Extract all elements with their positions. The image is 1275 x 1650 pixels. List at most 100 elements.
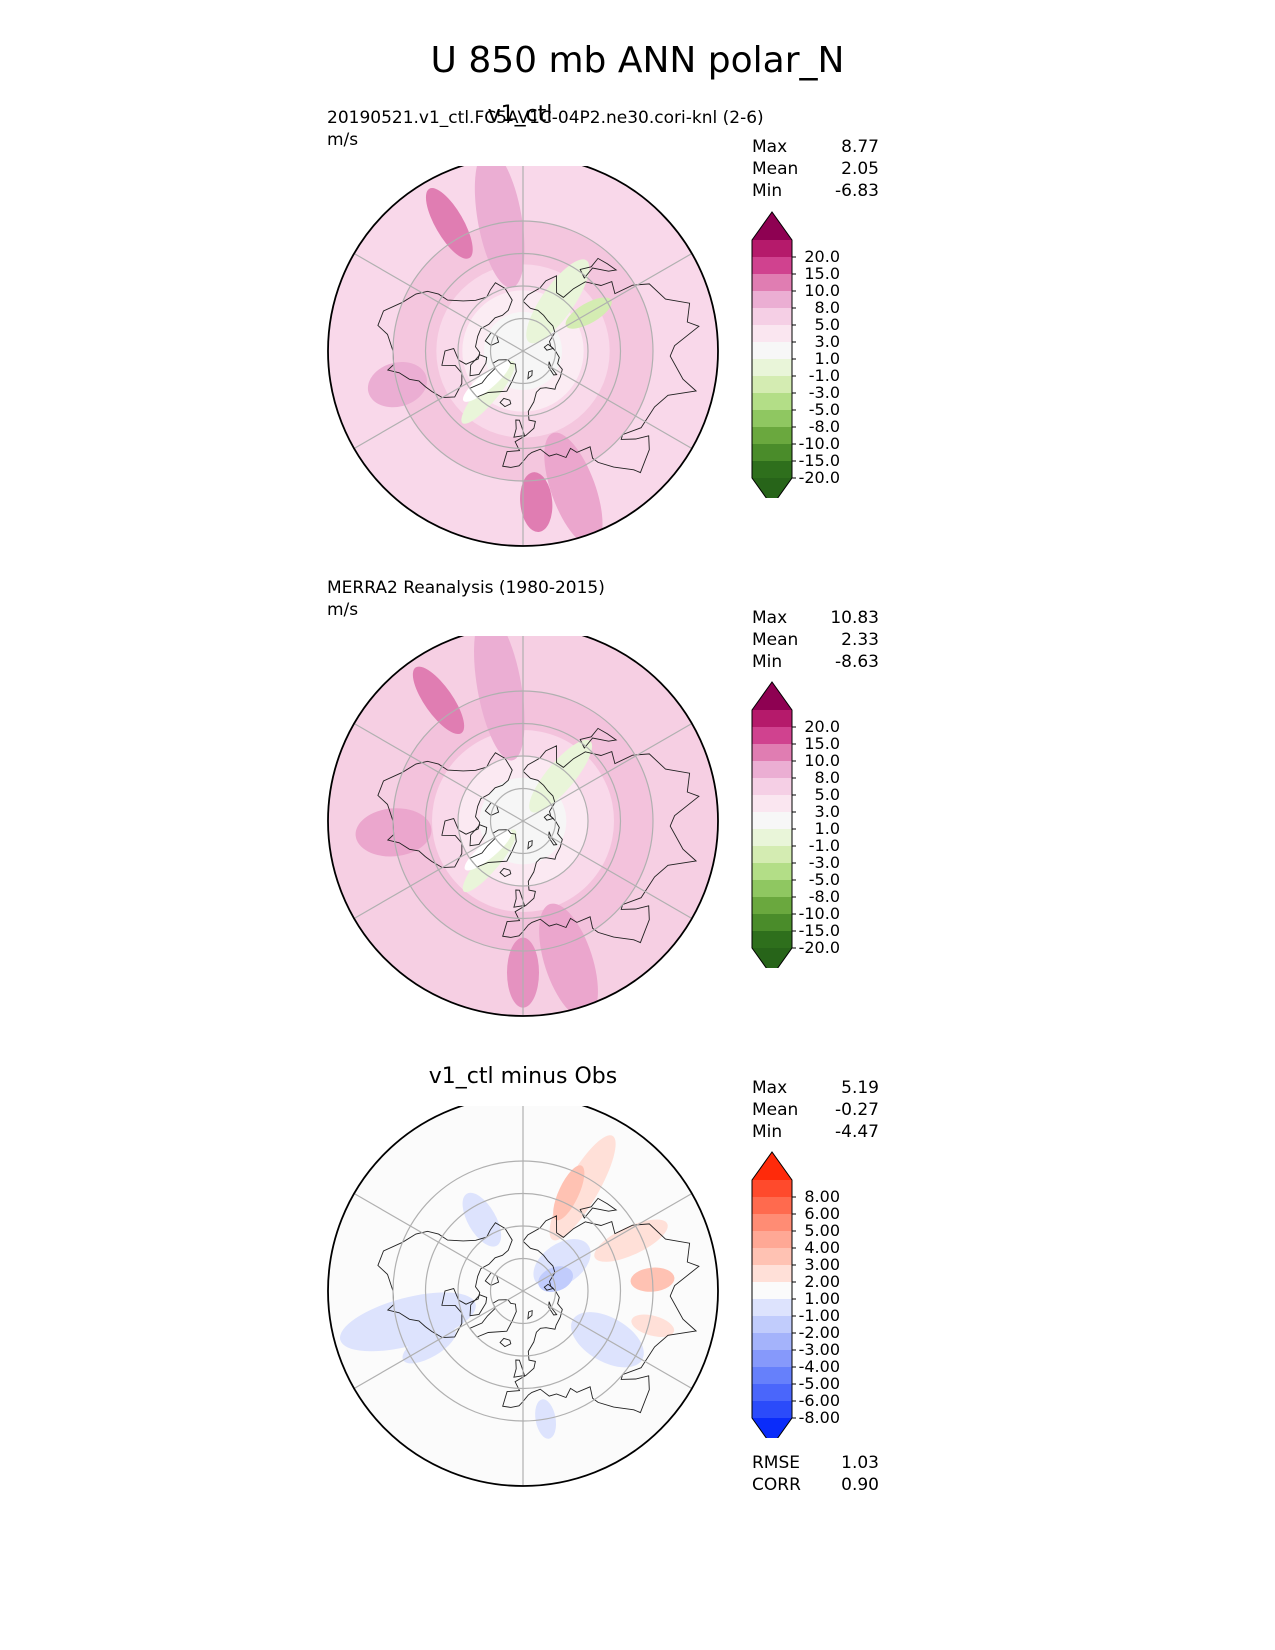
colorbar-tick-label: -1.0: [809, 366, 840, 385]
colorbar-band: [752, 1265, 792, 1283]
map-field: [328, 1106, 718, 1486]
coastline: [377, 752, 513, 869]
map-border: [327, 636, 719, 1017]
colorbar-band: [752, 880, 792, 898]
panel2-subtitle: MERRA2 Reanalysis (1980-2015): [327, 578, 605, 598]
meridian-line: [353, 366, 496, 450]
colorbar-band: [752, 1282, 792, 1300]
meridian-line: [550, 1192, 693, 1276]
colorbar-tick-label: -5.0: [809, 400, 840, 419]
colorbar-band: [752, 812, 792, 830]
colorbar-tick-label: 1.0: [815, 349, 840, 368]
coastline: [499, 397, 512, 408]
colorbar-band: [752, 931, 792, 949]
colorbar-tick-label: -15.0: [799, 921, 840, 940]
colorbar-tick-label: -3.0: [809, 853, 840, 872]
coastline: [527, 839, 533, 850]
colorbar-tick-label: 1.00: [804, 1289, 840, 1308]
colorbar-tick-label: -10.0: [799, 904, 840, 923]
colorbar-tick-label: 4.00: [804, 1238, 840, 1257]
colorbar-band: [752, 795, 792, 813]
colorbar-tick-label: -1.00: [799, 1306, 840, 1325]
coastline: [469, 359, 517, 398]
coastline: [513, 419, 526, 438]
colorbar-tick-label: 20.0: [804, 717, 840, 736]
meridian-line: [522, 350, 552, 368]
figure-title: U 850 mb ANN polar_N: [430, 40, 845, 81]
contour-feature: [425, 188, 473, 259]
colorbar-tick-label: -4.00: [799, 1357, 840, 1376]
coastline: [469, 824, 488, 847]
coastline: [469, 1294, 488, 1317]
colorbar-band: [752, 1299, 792, 1317]
stat-value: 10.83: [830, 608, 879, 628]
colorbar-tick-label: 2.00: [804, 1272, 840, 1291]
panel1-stats: Max 8.77 Mean 2.05 Min -6.83: [752, 137, 879, 203]
meridian-line: [550, 722, 693, 806]
colorbar-band: [752, 1214, 792, 1232]
panel1-colorbar: 20.015.010.08.05.03.01.0-1.0-3.0-5.0-8.0…: [751, 211, 840, 498]
colorbar-extension-top: [752, 212, 792, 240]
coastline: [377, 282, 513, 399]
map-border: [327, 166, 719, 547]
colorbar-band: [752, 427, 792, 445]
colorbar-tick-label: 10.0: [804, 751, 840, 770]
colorbar-band: [752, 444, 792, 462]
colorbar-band: [752, 1350, 792, 1368]
colorbar-band: [752, 461, 792, 479]
colorbar-tick-label: 3.0: [815, 332, 840, 351]
colorbar-tick-label: 10.0: [804, 281, 840, 300]
meridian-line: [522, 804, 552, 822]
coastline: [527, 369, 533, 380]
colorbar-band: [752, 393, 792, 411]
meridian-line: [522, 820, 552, 838]
colorbar-tick-label: -1.0: [809, 836, 840, 855]
colorbar-band: [752, 897, 792, 915]
meridian-line: [353, 722, 496, 806]
colorbar-band: [752, 829, 792, 847]
colorbar-tick-label: -5.00: [799, 1374, 840, 1393]
contour-feature: [412, 666, 465, 735]
panel2-units: m/s: [327, 600, 359, 620]
panel3-stats: Max 5.19 Mean -0.27 Min -4.47: [752, 1078, 879, 1144]
coastline: [377, 1222, 513, 1339]
colorbar-tick-label: 20.0: [804, 247, 840, 266]
contour-feature: [544, 432, 603, 546]
colorbar-band: [752, 359, 792, 377]
stat-value: -4.47: [835, 1122, 879, 1142]
colorbar-tick-label: -8.0: [809, 417, 840, 436]
colorbar-band: [752, 308, 792, 326]
coastline: [579, 1197, 618, 1219]
map-border: [327, 1106, 719, 1487]
colorbar-tick-label: 15.0: [804, 264, 840, 283]
colorbar-tick-label: 8.0: [815, 768, 840, 787]
colorbar-band: [752, 710, 792, 728]
stat-value: -6.83: [835, 181, 879, 201]
coastline: [469, 354, 488, 377]
meridian-line: [494, 350, 524, 368]
stat-label: Mean: [752, 159, 799, 179]
colorbar-tick-label: -3.00: [799, 1340, 840, 1359]
colorbar-band: [752, 1384, 792, 1402]
colorbar-band: [752, 257, 792, 275]
panel2-polar-map: [327, 636, 719, 1017]
colorbar-tick-label: -20.0: [799, 938, 840, 957]
coastline: [502, 275, 700, 474]
colorbar-band: [752, 325, 792, 343]
contour-feature: [539, 903, 598, 1016]
meridian-line: [353, 836, 496, 920]
meridian-line: [494, 804, 524, 822]
panel1-subtitle: 20190521.v1_ctl.FC5AV1C-04P2.ne30.cori-k…: [327, 108, 764, 128]
coastline: [543, 1283, 555, 1291]
panel1-units: m/s: [327, 130, 359, 150]
colorbar-tick-label: 6.00: [804, 1204, 840, 1223]
contour-feature: [520, 472, 553, 533]
colorbar-band: [752, 1231, 792, 1249]
meridian-line: [522, 1274, 552, 1292]
coastline: [543, 343, 555, 351]
coastline: [499, 867, 512, 878]
metric-label: CORR: [752, 1475, 801, 1495]
contour-feature: [553, 1165, 585, 1221]
colorbar-extension-top: [752, 1152, 792, 1180]
stat-label: Max: [752, 608, 788, 628]
